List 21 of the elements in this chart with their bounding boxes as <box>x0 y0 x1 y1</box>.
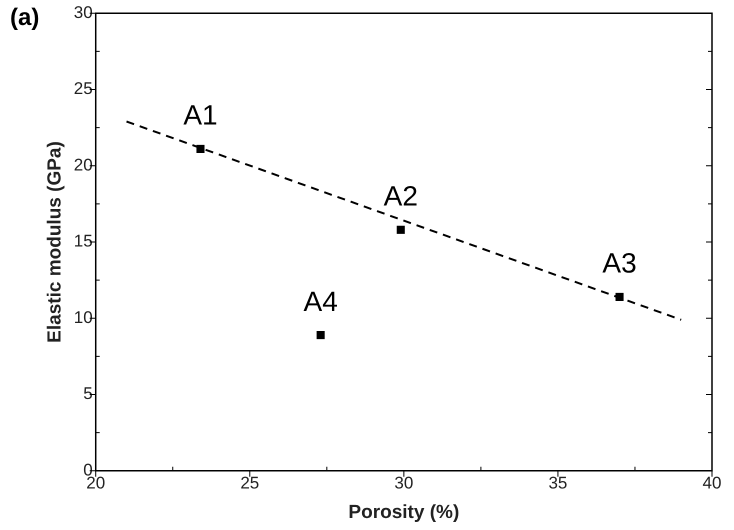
point <box>196 144 205 153</box>
y-tick-label: 10 <box>74 308 93 327</box>
y-tick-label: 15 <box>74 232 93 251</box>
point <box>316 331 325 340</box>
chart-title: (a) <box>10 4 40 32</box>
annotation: A3 <box>602 248 637 279</box>
x-axis-title: Porosity (%) <box>348 502 460 523</box>
point <box>396 226 405 234</box>
x-tick-label: 25 <box>240 474 260 493</box>
y-tick-label: 5 <box>83 384 93 404</box>
y-tick-label: 20 <box>74 155 93 174</box>
x-tick-label: 35 <box>548 474 568 493</box>
y-tick-label: 30 <box>74 2 93 22</box>
y-tick-label: 25 <box>74 79 93 98</box>
x-tick-label: 30 <box>394 474 414 493</box>
annotation: A2 <box>384 180 418 212</box>
annotation: A4 <box>304 286 338 317</box>
x-tick-label: 40 <box>702 474 722 493</box>
y-axis-title: Elastic modulus (GPa) <box>44 141 66 343</box>
annotation: A1 <box>183 100 218 131</box>
point <box>616 292 624 301</box>
